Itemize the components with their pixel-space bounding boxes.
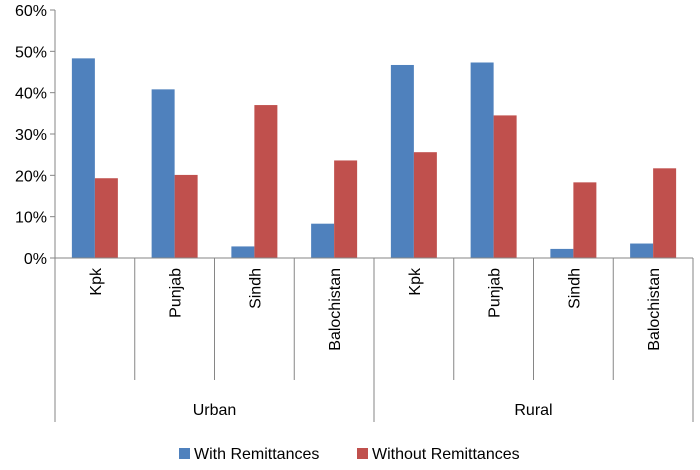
bar-with-remittances [470, 62, 494, 258]
legend-label-without-remittances: Without Remittances [372, 446, 520, 463]
bar-with-remittances [151, 89, 175, 258]
category-label: Sindh [247, 268, 264, 309]
bar-with-remittances [71, 58, 95, 258]
group-label: Urban [193, 402, 237, 419]
legend-label-with-remittances: With Remittances [194, 446, 319, 463]
bar-without-remittances [334, 160, 358, 258]
category-label: Balochistan [327, 268, 344, 351]
bar-with-remittances [311, 223, 335, 258]
category-label: Balochistan [646, 268, 663, 351]
legend-swatch-without-remittances [357, 448, 368, 459]
legend: With Remittances Without Remittances [179, 446, 520, 463]
bar-without-remittances [493, 115, 517, 259]
x-axis: Kpk Punjab Sindh Balochistan Kpk Punjab Sindh B… [54, 257, 694, 422]
category-label: Kpk [88, 267, 105, 296]
group-label: Rural [514, 402, 552, 419]
y-tick-label: 40% [15, 86, 47, 103]
y-tick-label: 30% [15, 127, 47, 144]
bar-with-remittances [630, 243, 654, 258]
bar-without-remittances [653, 168, 677, 258]
bar-without-remittances [413, 152, 437, 258]
category-label: Kpk [407, 267, 424, 296]
y-tick-label: 60% [15, 3, 47, 20]
y-tick-label: 0% [24, 251, 47, 268]
y-axis: 0% 10% 20% 30% 40% 50% 60% [15, 3, 56, 268]
bar-with-remittances [390, 64, 414, 259]
bar-without-remittances [174, 174, 198, 258]
category-label: Sindh [566, 268, 583, 309]
category-label: Punjab [487, 268, 504, 318]
bar-without-remittances [94, 178, 118, 258]
bar-with-remittances [231, 246, 255, 258]
y-tick-label: 10% [15, 210, 47, 227]
bar-without-remittances [254, 105, 278, 258]
y-tick-label: 50% [15, 44, 47, 61]
legend-swatch-with-remittances [179, 448, 190, 459]
y-tick-label: 20% [15, 168, 47, 185]
bar-without-remittances [573, 182, 597, 258]
category-label: Punjab [168, 268, 185, 318]
bars [71, 58, 677, 259]
bar-with-remittances [550, 248, 574, 258]
